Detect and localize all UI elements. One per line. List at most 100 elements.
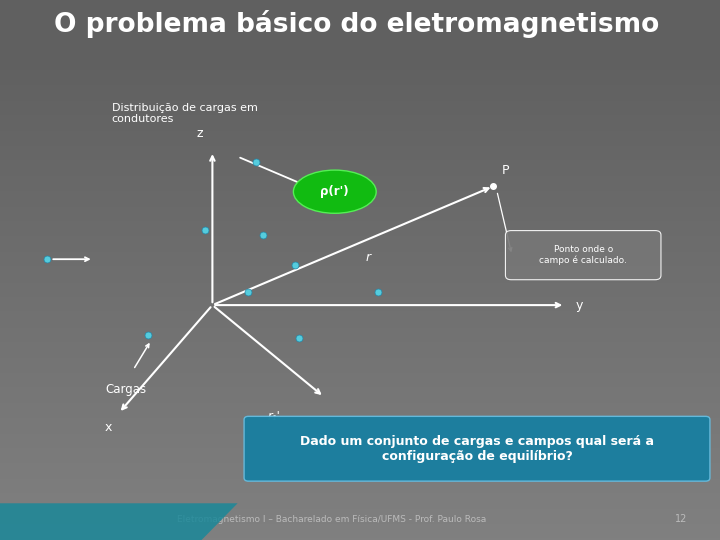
Text: Distribuição de cargas em
condutores: Distribuição de cargas em condutores: [112, 103, 258, 124]
Bar: [0, 335, 720, 336]
Bar: [0, 304, 720, 306]
Bar: [0, 322, 720, 324]
Bar: [0, 2, 720, 4]
Bar: [0, 331, 720, 333]
Bar: [0, 486, 720, 488]
Bar: [0, 23, 720, 25]
Bar: [0, 238, 720, 239]
Bar: [0, 502, 720, 504]
Bar: [0, 398, 720, 400]
Bar: [0, 491, 720, 493]
Bar: [0, 484, 720, 486]
Bar: [0, 520, 720, 522]
Bar: [0, 108, 720, 110]
Bar: [0, 254, 720, 255]
Bar: [0, 538, 720, 540]
Bar: [0, 167, 720, 169]
Text: y: y: [576, 299, 583, 312]
Bar: [0, 454, 720, 455]
Bar: [0, 481, 720, 482]
Bar: [0, 371, 720, 373]
Ellipse shape: [294, 170, 376, 213]
Bar: [0, 355, 720, 356]
Bar: [0, 266, 720, 268]
Bar: [0, 79, 720, 81]
Bar: [0, 524, 720, 525]
Bar: [0, 207, 720, 209]
Bar: [0, 225, 720, 227]
Bar: [0, 193, 720, 194]
Bar: [0, 248, 720, 250]
Bar: [0, 378, 720, 380]
Bar: [0, 63, 720, 65]
Bar: [0, 363, 720, 366]
Bar: [0, 171, 720, 173]
Bar: [0, 252, 720, 254]
Bar: [0, 123, 720, 124]
Bar: [0, 96, 720, 97]
Bar: [0, 297, 720, 299]
Bar: [0, 218, 720, 220]
Bar: [0, 144, 720, 146]
Bar: [0, 437, 720, 439]
Bar: [0, 380, 720, 382]
Bar: [0, 245, 720, 247]
Bar: [0, 369, 720, 371]
Bar: [0, 7, 720, 9]
Bar: [0, 263, 720, 265]
Bar: [0, 5, 720, 7]
Bar: [0, 417, 720, 420]
Bar: [0, 394, 720, 396]
Bar: [0, 270, 720, 272]
Bar: [0, 344, 720, 346]
Bar: [0, 455, 720, 457]
Bar: [0, 231, 720, 232]
Bar: [0, 306, 720, 308]
Bar: [0, 518, 720, 520]
Bar: [0, 177, 720, 178]
Bar: [0, 32, 720, 34]
Bar: [0, 295, 720, 297]
Bar: [0, 147, 720, 150]
Bar: [0, 339, 720, 340]
Bar: [0, 72, 720, 74]
Bar: [0, 385, 720, 387]
Bar: [0, 182, 720, 184]
Bar: [0, 517, 720, 518]
Bar: [0, 101, 720, 103]
Bar: [0, 463, 720, 464]
Bar: [0, 309, 720, 312]
Bar: [0, 290, 720, 292]
Text: Cargas: Cargas: [105, 383, 147, 396]
Bar: [0, 204, 720, 205]
Bar: [0, 315, 720, 317]
Bar: [0, 209, 720, 211]
Bar: [0, 285, 720, 286]
Bar: [0, 59, 720, 61]
Bar: [0, 187, 720, 189]
Bar: [0, 113, 720, 115]
Bar: [0, 461, 720, 463]
Bar: [0, 65, 720, 66]
Bar: [0, 277, 720, 279]
Bar: [0, 9, 720, 11]
Bar: [0, 279, 720, 281]
Bar: [0, 90, 720, 92]
Bar: [0, 42, 720, 43]
Bar: [0, 525, 720, 528]
Bar: [0, 434, 720, 436]
Bar: [0, 366, 720, 367]
Bar: [0, 282, 720, 285]
Bar: [0, 504, 720, 506]
Bar: [0, 189, 720, 191]
Bar: [0, 470, 720, 471]
Bar: [0, 103, 720, 104]
Text: r: r: [366, 251, 371, 264]
Bar: [0, 221, 720, 223]
Bar: [0, 232, 720, 234]
Bar: [0, 474, 720, 475]
Bar: [0, 180, 720, 182]
Bar: [0, 396, 720, 398]
Bar: [0, 255, 720, 258]
Bar: [0, 432, 720, 434]
